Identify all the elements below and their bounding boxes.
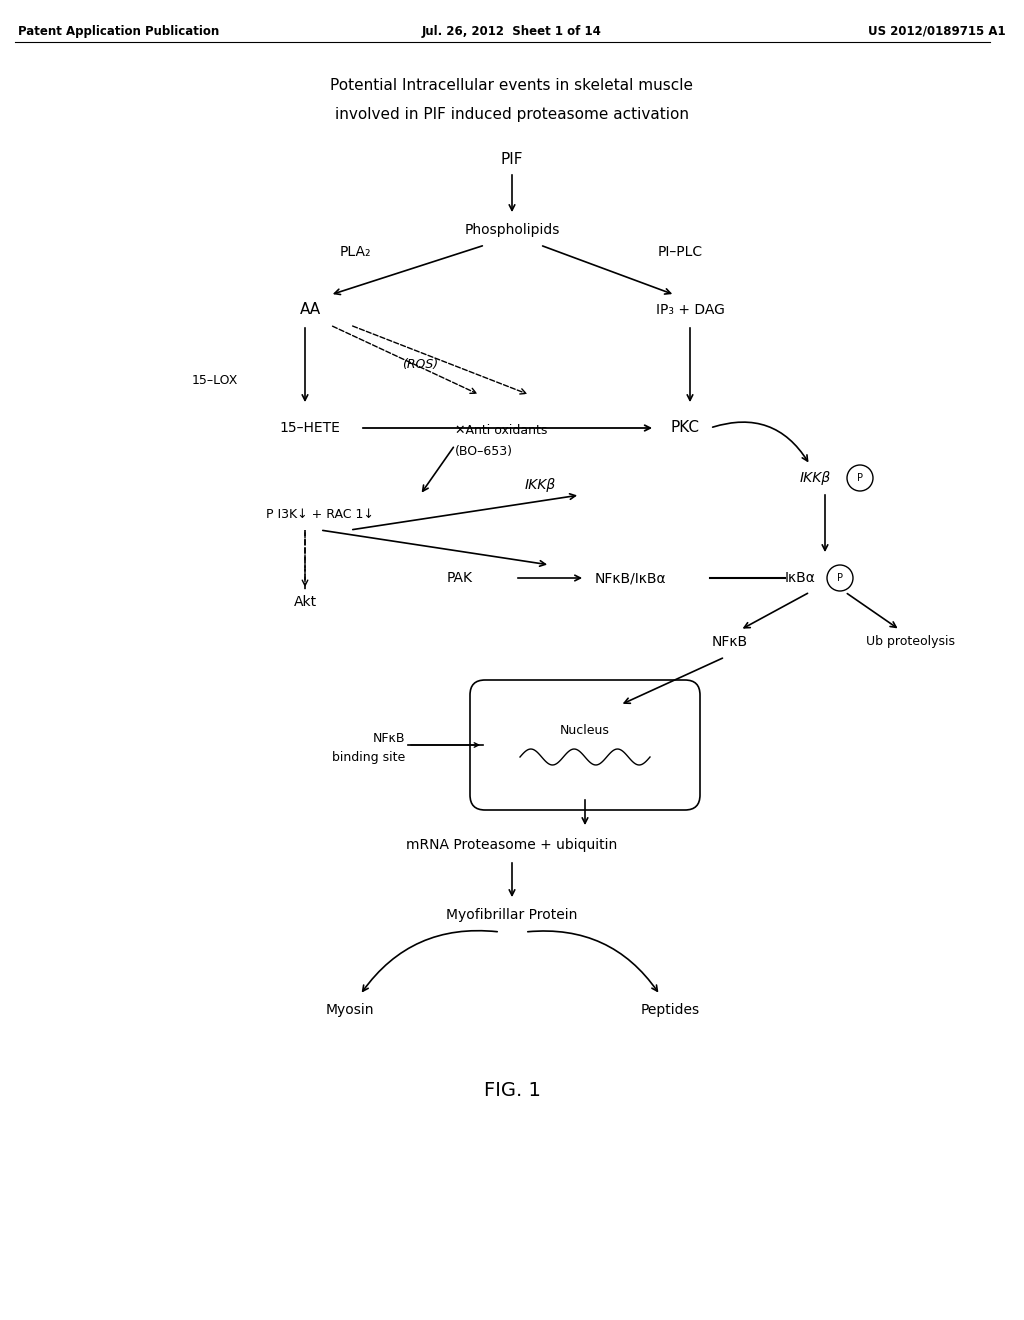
Text: ✕Anti oxidants: ✕Anti oxidants <box>455 424 548 437</box>
Text: US 2012/0189715 A1: US 2012/0189715 A1 <box>868 25 1006 38</box>
Text: Akt: Akt <box>294 595 316 609</box>
Text: (BO–653): (BO–653) <box>455 446 513 458</box>
Text: 15–LOX: 15–LOX <box>191 374 239 387</box>
Text: PAK: PAK <box>447 572 473 585</box>
Text: Nucleus: Nucleus <box>560 723 610 737</box>
Text: Peptides: Peptides <box>640 1003 699 1016</box>
Text: IκBα: IκBα <box>784 572 815 585</box>
Text: P: P <box>837 573 843 583</box>
Text: IKKβ: IKKβ <box>524 478 556 492</box>
Text: PKC: PKC <box>671 421 699 436</box>
Text: FIG. 1: FIG. 1 <box>483 1081 541 1100</box>
Text: NFκB: NFκB <box>373 731 406 744</box>
Text: NFκB: NFκB <box>712 635 749 649</box>
Text: Patent Application Publication: Patent Application Publication <box>18 25 219 38</box>
Text: involved in PIF induced proteasome activation: involved in PIF induced proteasome activ… <box>335 107 689 123</box>
Text: Potential Intracellular events in skeletal muscle: Potential Intracellular events in skelet… <box>331 78 693 92</box>
Text: PLA₂: PLA₂ <box>339 246 371 259</box>
Text: Myofibrillar Protein: Myofibrillar Protein <box>446 908 578 921</box>
Text: binding site: binding site <box>332 751 406 764</box>
Text: Phospholipids: Phospholipids <box>464 223 560 238</box>
Text: 15–HETE: 15–HETE <box>280 421 340 436</box>
Text: (ROS): (ROS) <box>402 359 438 371</box>
Text: P I3K↓ + RAC 1↓: P I3K↓ + RAC 1↓ <box>266 508 374 521</box>
Text: Ub proteolysis: Ub proteolysis <box>865 635 954 648</box>
Text: IP₃ + DAG: IP₃ + DAG <box>655 304 724 317</box>
Text: NFκB/IκBα: NFκB/IκBα <box>594 572 666 585</box>
Text: AA: AA <box>299 302 321 318</box>
Text: IKKβ: IKKβ <box>800 471 830 484</box>
Text: PIF: PIF <box>501 153 523 168</box>
Text: PI–PLC: PI–PLC <box>657 246 702 259</box>
Text: Myosin: Myosin <box>326 1003 374 1016</box>
Text: mRNA Proteasome + ubiquitin: mRNA Proteasome + ubiquitin <box>407 838 617 851</box>
Text: P: P <box>857 473 863 483</box>
Text: Jul. 26, 2012  Sheet 1 of 14: Jul. 26, 2012 Sheet 1 of 14 <box>422 25 602 38</box>
